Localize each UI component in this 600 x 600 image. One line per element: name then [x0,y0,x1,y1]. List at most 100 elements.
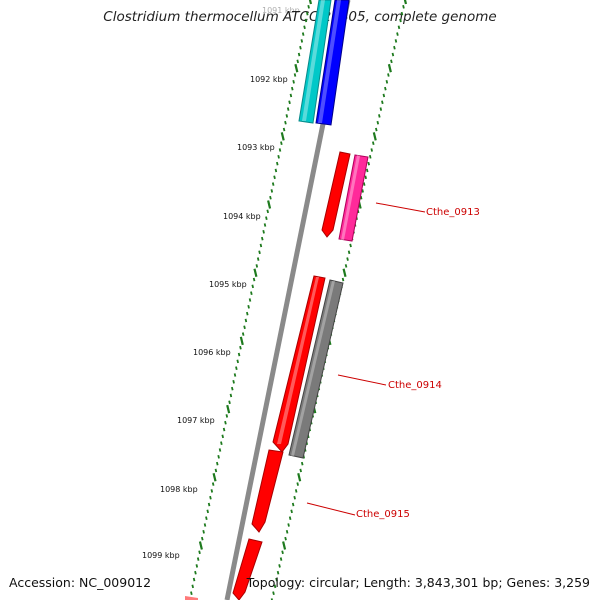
scale-label-1091: 1091 kbp [262,6,300,15]
inner-tick [284,536,287,541]
gene-red-3[interactable] [232,538,263,600]
outer-tick [251,284,254,289]
outer-tick [191,584,194,589]
outer-tick [211,482,215,486]
outer-tick [258,250,261,255]
outer-tick [276,161,279,166]
outer-tick [255,264,259,268]
inner-tick [278,564,281,568]
outer-tick [267,200,272,209]
inner-tick [368,155,372,159]
inner-tick [370,148,374,152]
scale-label-1093: 1093 kbp [237,143,275,152]
gene-label-cthe-0915[interactable]: Cthe_0915 [356,509,410,520]
outer-tick [217,455,220,459]
outer-tick [194,570,197,575]
outer-tick [221,434,224,439]
inner-tick [387,73,390,77]
outer-tick [236,359,239,364]
outer-tick [198,541,203,550]
outer-tick [256,257,260,261]
outer-tick [205,516,208,520]
gene-cthe-0913[interactable] [338,154,369,242]
inner-tick [385,80,389,84]
gene-label-cthe-0914[interactable]: Cthe_0914 [388,380,442,391]
outer-tick [214,468,218,473]
inner-tick [400,11,404,16]
outer-tick [286,107,290,111]
outer-tick [278,148,282,152]
outer-tick [239,336,244,346]
outer-tick [235,366,238,370]
outer-tick [218,448,222,452]
outer-tick [196,557,200,561]
inner-tick [390,59,393,64]
inner-tick [396,32,399,36]
outer-tick [253,268,258,277]
gene-cthe-0915[interactable] [251,449,284,533]
inner-tick [402,5,405,9]
inner-tick [381,100,384,105]
inner-tick [285,530,289,534]
outer-tick [285,114,289,118]
inner-tick [299,468,302,473]
outer-tick [294,63,299,73]
scale-label-1095: 1095 kbp [209,280,247,289]
outer-tick [224,420,227,425]
outer-tick [266,209,269,214]
outer-tick [292,80,295,84]
outer-tick [243,325,246,330]
outer-tick [198,550,201,555]
inner-tick [288,516,292,520]
inner-tick [394,39,398,43]
outer-tick [212,473,217,482]
inner-tick [346,257,349,261]
outer-tick [265,216,268,220]
scale-label-1097: 1097 kbp [177,416,215,425]
inner-tick [282,541,287,550]
outer-tick [203,523,207,527]
inner-tick [399,18,402,23]
inner-tick [281,550,284,555]
outer-tick [206,509,209,514]
outer-tick [308,0,313,5]
callout-line-0914 [337,374,387,386]
outer-tick [274,168,278,173]
inner-tick [270,598,273,600]
inner-tick [287,523,290,527]
inner-tick [379,107,383,111]
outer-tick [233,373,237,377]
outer-tick [201,536,204,541]
inner-tick [387,63,392,73]
outer-tick [231,386,234,391]
outer-tick [270,189,274,193]
gene-cthe-0914[interactable] [288,279,344,459]
inner-tick [367,161,370,166]
outer-tick [299,45,302,50]
gene-red-2[interactable] [272,275,326,453]
outer-tick [226,404,231,414]
gene-label-cthe-0913[interactable]: Cthe_0913 [426,207,480,218]
inner-tick-track [270,0,408,600]
outer-tick [252,277,256,282]
outer-tick [262,230,265,234]
outer-tick [239,345,242,350]
inner-tick [403,0,408,5]
inner-tick [341,277,345,282]
callout-line-0913 [375,202,426,213]
gene-red-1[interactable] [321,151,351,238]
outer-tick [207,502,211,507]
inner-tick [378,114,381,118]
outer-tick [209,495,212,500]
genome-summary: Topology: circular; Length: 3,843,301 bp… [246,575,590,590]
outer-tick [301,32,305,36]
gene-cyan[interactable] [298,0,332,124]
scale-label-1096: 1096 kbp [193,348,231,357]
outer-tick [261,236,264,241]
gene-blue[interactable] [315,0,350,126]
inner-tick [290,509,293,514]
outer-tick [263,223,267,227]
scale-label-1094: 1094 kbp [223,212,261,221]
outer-tick [304,18,308,23]
